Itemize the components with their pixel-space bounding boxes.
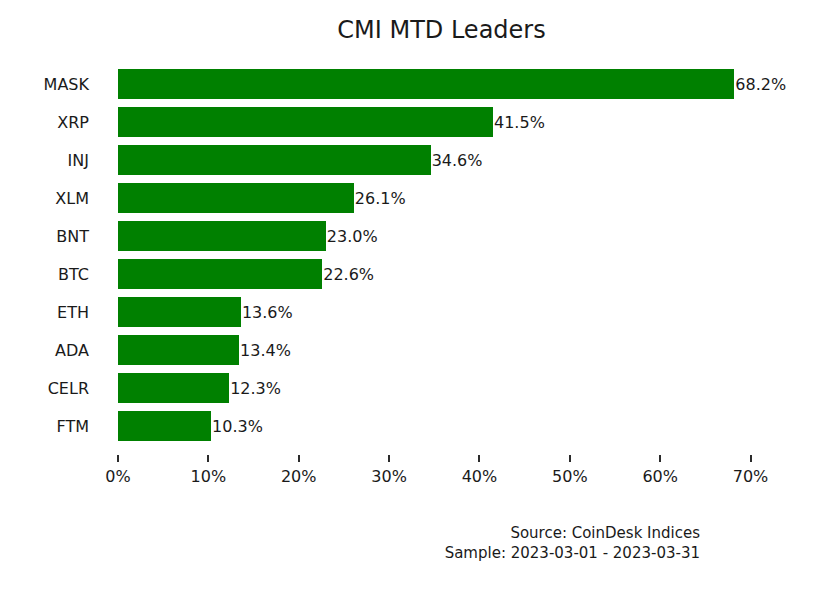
bar-track: 22.6% (118, 255, 765, 293)
x-tick-mark (478, 455, 480, 462)
category-label: MASK (0, 75, 118, 94)
x-tick-mark (207, 455, 209, 462)
value-label: 34.6% (432, 151, 483, 170)
bar-track: 41.5% (118, 103, 765, 141)
bar-row: ETH 13.6% (0, 293, 765, 331)
bar (118, 259, 322, 289)
bar-row: FTM 10.3% (0, 407, 765, 445)
bar (118, 411, 211, 441)
bar (118, 69, 734, 99)
x-tick-label: 70% (733, 467, 769, 486)
value-label: 10.3% (212, 417, 263, 436)
x-tick-label: 40% (462, 467, 498, 486)
x-tick-mark (750, 455, 752, 462)
bar (118, 145, 431, 175)
bar-track: 34.6% (118, 141, 765, 179)
bar-track: 13.4% (118, 331, 765, 369)
bar-row: INJ 34.6% (0, 141, 765, 179)
value-label: 22.6% (323, 265, 374, 284)
figure: CMI MTD Leaders MASK68.2%XRP41.5%INJ34.6… (0, 0, 824, 602)
bar-row: CELR 12.3% (0, 369, 765, 407)
category-label: INJ (0, 151, 118, 170)
category-label: BTC (0, 265, 118, 284)
value-label: 12.3% (230, 379, 281, 398)
x-axis: 0%10%20%30%40%50%60%70% (118, 449, 765, 497)
x-tick-label: 10% (191, 467, 227, 486)
value-label: 13.6% (242, 303, 293, 322)
value-label: 41.5% (494, 113, 545, 132)
bar (118, 373, 229, 403)
bar (118, 183, 354, 213)
category-label: XLM (0, 189, 118, 208)
category-label: XRP (0, 113, 118, 132)
bar (118, 335, 239, 365)
bar (118, 221, 326, 251)
bar-track: 10.3% (118, 407, 765, 445)
bar-row: BTC 22.6% (0, 255, 765, 293)
source-line: Source: CoinDesk Indices (445, 523, 700, 543)
bar-row: ADA 13.4% (0, 331, 765, 369)
category-label: FTM (0, 417, 118, 436)
x-tick-label: 20% (281, 467, 317, 486)
bar-track: 26.1% (118, 179, 765, 217)
bar-track: 13.6% (118, 293, 765, 331)
bar-track: 68.2% (118, 65, 765, 103)
category-label: BNT (0, 227, 118, 246)
category-label: CELR (0, 379, 118, 398)
bar (118, 107, 493, 137)
x-tick-label: 60% (642, 467, 678, 486)
x-tick-label: 0% (105, 467, 130, 486)
x-tick-mark (659, 455, 661, 462)
bar-row: XRP 41.5% (0, 103, 765, 141)
value-label: 26.1% (355, 189, 406, 208)
x-tick-mark (117, 455, 119, 462)
x-tick-label: 50% (552, 467, 588, 486)
bar (118, 297, 241, 327)
x-tick-mark (298, 455, 300, 462)
value-label: 23.0% (327, 227, 378, 246)
x-tick-label: 30% (371, 467, 407, 486)
category-label: ADA (0, 341, 118, 360)
sample-line: Sample: 2023-03-01 - 2023-03-31 (445, 543, 700, 563)
bar-track: 23.0% (118, 217, 765, 255)
bar-row: BNT 23.0% (0, 217, 765, 255)
plot-area: MASK68.2%XRP41.5%INJ34.6%XLM26.1%BNT23.0… (0, 65, 765, 445)
x-tick-mark (388, 455, 390, 462)
value-label: 68.2% (735, 75, 786, 94)
chart-title: CMI MTD Leaders (118, 16, 765, 44)
bar-row: XLM 26.1% (0, 179, 765, 217)
x-tick-mark (569, 455, 571, 462)
bar-track: 12.3% (118, 369, 765, 407)
bar-row: MASK68.2% (0, 65, 765, 103)
value-label: 13.4% (240, 341, 291, 360)
source-note: Source: CoinDesk Indices Sample: 2023-03… (445, 523, 700, 563)
category-label: ETH (0, 303, 118, 322)
